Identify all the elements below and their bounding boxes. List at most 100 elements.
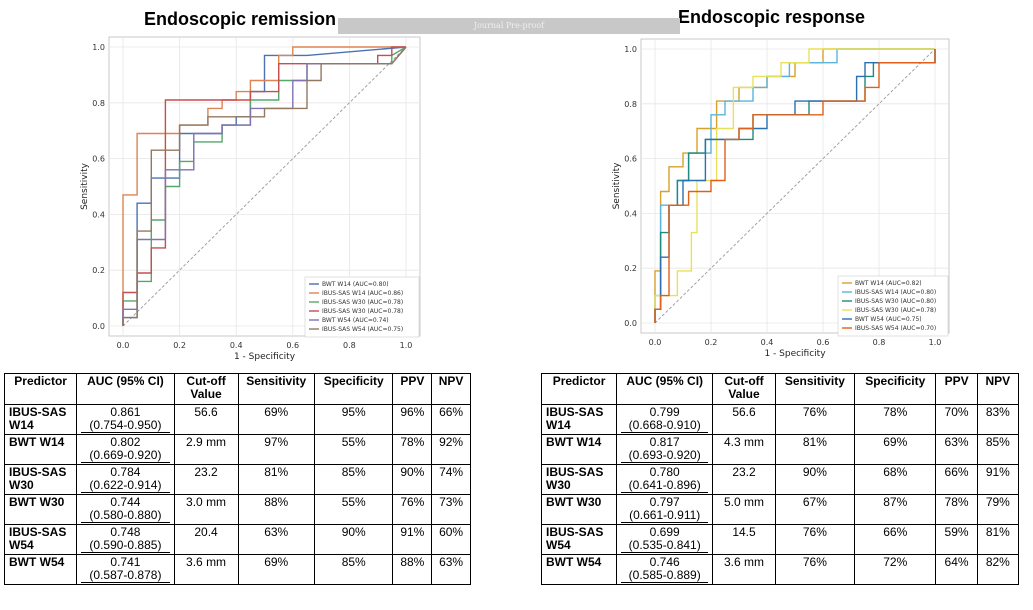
predictor-cell: BWT W14 [540,434,618,465]
table-row: IBUS-SAS W30 0.784 (0.622-0.914) 23.2 81% 85%… [3,464,471,495]
sensitivity-cell: 69% [237,404,315,435]
sensitivity-cell: 88% [237,494,315,525]
sensitivity-cell: 81% [774,434,856,465]
auc-value: 0.780 [649,465,680,479]
y-tick-label: 0.2 [624,264,637,273]
specificity-cell: 55% [313,494,394,525]
ppv-cell: 78% [392,434,433,465]
predictor-cell: IBUS-SAS W14 [3,404,78,435]
x-tick-label: 1.0 [400,341,413,350]
specificity-cell: 87% [854,494,937,525]
auc-value: 0.799 [649,405,680,419]
table-row: BWT W14 0.802 (0.669-0.920) 2.9 mm 97% 55% 78%… [3,434,471,465]
legend-entry: BWT W14 (AUC=0.82) [855,280,922,287]
auc-value: 0.802 [110,435,141,449]
col-header: Specificity [313,373,394,405]
npv-cell: 66% [431,404,471,435]
auc-ci: (0.754-0.950) [81,419,170,433]
sensitivity-cell: 76% [774,524,856,555]
auc-ci: (0.580-0.880) [81,509,170,523]
cutoff-cell: 56.6 [712,404,776,435]
cutoff-cell: 3.6 mm [173,554,239,585]
ppv-cell: 90% [392,464,433,495]
y-tick-label: 0.4 [624,209,637,218]
y-tick-label: 1.0 [92,43,105,52]
table-header-row: Predictor AUC (95% CI) Cut-off Value Sen… [540,373,1020,405]
specificity-cell: 55% [313,434,394,465]
auc-cell: 0.802 (0.669-0.920) [76,434,175,465]
npv-cell: 85% [976,434,1020,465]
ppv-cell: 76% [392,494,433,525]
legend-entry: BWT W54 (AUC=0.74) [322,317,389,324]
ppv-cell: 63% [935,434,978,465]
ppv-cell: 64% [935,554,978,585]
auc-cell: 0.784 (0.622-0.914) [76,464,175,495]
x-tick-label: 0.6 [286,341,299,350]
auc-cell: 0.741 (0.587-0.878) [76,554,175,585]
y-tick-label: 0.8 [92,99,105,108]
x-tick-label: 0.0 [649,338,662,347]
diagonal-reference-line [122,46,407,327]
auc-cell: 0.748 (0.590-0.885) [76,524,175,555]
legend-entry: BWT W14 (AUC=0.80) [322,281,389,288]
ppv-cell: 70% [935,404,978,435]
x-tick-label: 0.4 [230,341,243,350]
table-row: IBUS-SAS W54 0.748 (0.590-0.885) 20.4 63% 90%… [3,524,471,555]
y-tick-label: 0.0 [92,322,105,331]
auc-cell: 0.797 (0.661-0.911) [616,494,714,525]
ppv-cell: 88% [392,554,433,585]
roc-curve [654,49,936,323]
x-tick-label: 0.2 [705,338,718,347]
cutoff-cell: 2.9 mm [173,434,239,465]
col-header: Specificity [854,373,937,405]
specificity-cell: 85% [313,464,394,495]
sensitivity-cell: 97% [237,434,315,465]
auc-value: 0.784 [110,465,141,479]
x-tick-label: 0.6 [817,338,830,347]
auc-value: 0.861 [110,405,141,419]
specificity-cell: 85% [313,554,394,585]
auc-ci: (0.587-0.878) [81,569,170,583]
x-tick-label: 0.2 [173,341,186,350]
col-header: PPV [935,373,978,405]
predictor-cell: BWT W54 [540,554,618,585]
legend-box [837,275,949,337]
x-tick-label: 0.4 [761,338,774,347]
table-row: IBUS-SAS W30 0.780 (0.641-0.896) 23.2 90% 68%… [540,464,1020,495]
auc-cell: 0.699 (0.535-0.841) [616,524,714,555]
npv-cell: 73% [431,494,471,525]
roc-chart-remission: 0.0 0.2 0.4 0.6 0.8 1.0 0.0 0.2 0.4 0.6 0.8 1.0 1 - … [80,36,421,362]
remission-title: Endoscopic remission [144,9,337,29]
specificity-cell: 72% [854,554,937,585]
legend-box [304,276,420,338]
predictor-cell: IBUS-SAS W14 [540,404,618,435]
roc-curve [654,48,935,323]
remission-table: Predictor AUC (95% CI) Cut-off Value Sen… [3,373,471,585]
auc-value: 0.746 [649,555,680,569]
y-tick-label: 0.6 [624,155,637,164]
y-tick-label: 0.2 [92,266,105,275]
auc-value: 0.741 [110,555,141,569]
cutoff-cell: 20.4 [173,524,239,555]
col-header: PPV [392,373,433,405]
predictor-cell: IBUS-SAS W54 [3,524,78,555]
auc-ci: (0.622-0.914) [81,479,170,493]
sensitivity-cell: 69% [237,554,315,585]
sensitivity-cell: 76% [774,404,856,435]
x-axis-label: 1 - Specificity [234,352,296,362]
col-header: NPV [976,373,1020,405]
y-axis-label: Sensitivity [612,162,622,210]
specificity-cell: 90% [313,524,394,555]
x-axis-label: 1 - Specificity [764,349,826,359]
auc-cell: 0.744 (0.580-0.880) [76,494,175,525]
sensitivity-cell: 63% [237,524,315,555]
npv-cell: 82% [976,554,1020,585]
auc-cell: 0.780 (0.641-0.896) [616,464,714,495]
response-title: Endoscopic response [678,7,866,27]
predictor-cell: IBUS-SAS W54 [540,524,618,555]
col-header: AUC (95% CI) [616,373,714,405]
specificity-cell: 68% [854,464,937,495]
col-header: AUC (95% CI) [76,373,175,405]
auc-value: 0.797 [649,495,680,509]
auc-ci: (0.585-0.889) [621,569,709,583]
